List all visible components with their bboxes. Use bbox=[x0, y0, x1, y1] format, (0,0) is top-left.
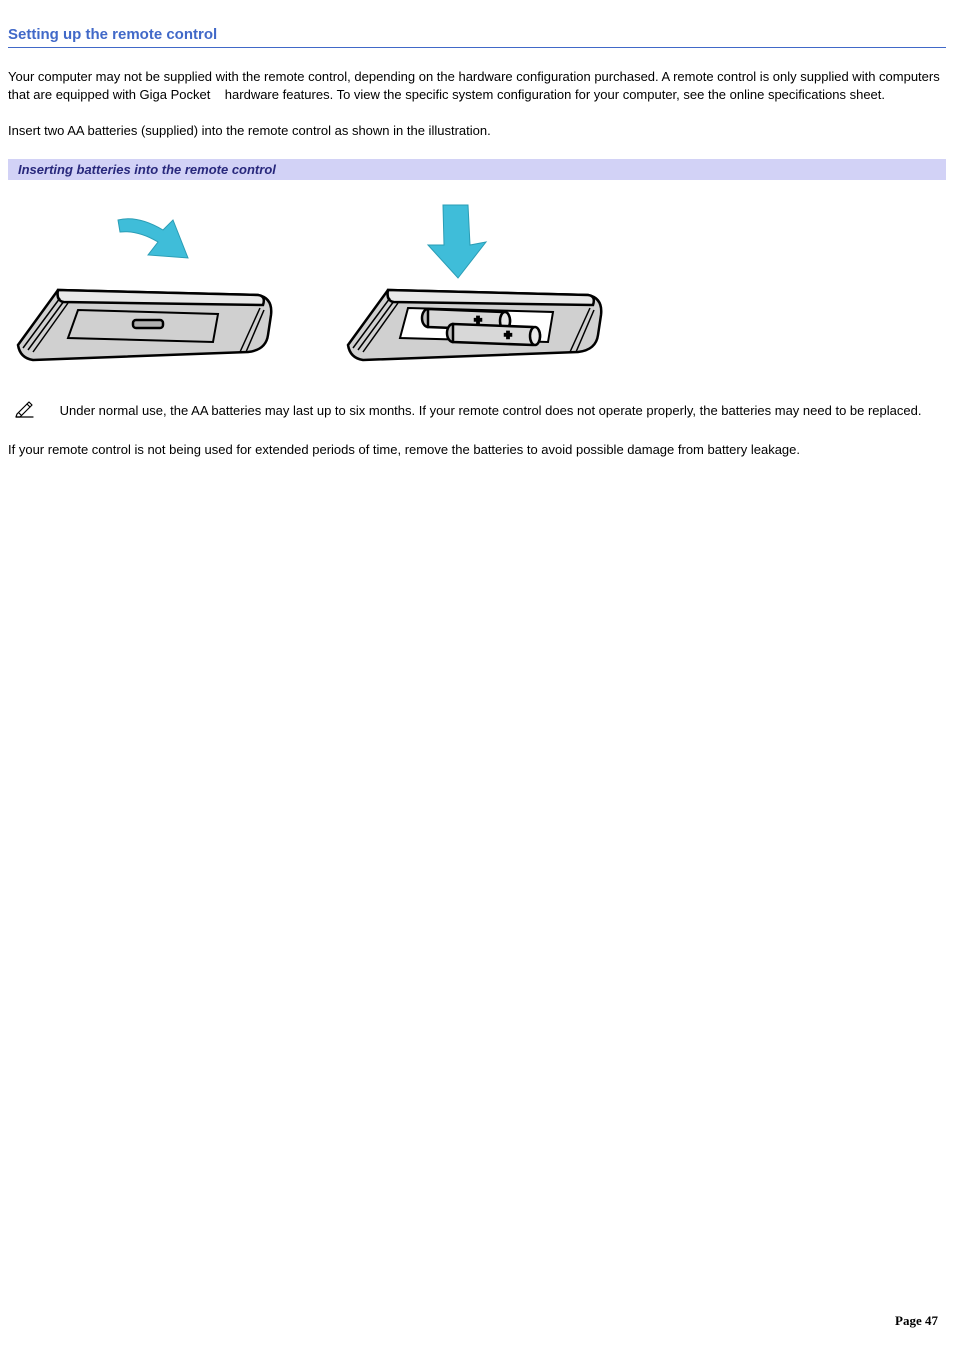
illustration-container: + + bbox=[8, 180, 946, 400]
svg-text:+: + bbox=[504, 328, 511, 342]
page-footer: Page 47 bbox=[895, 1313, 938, 1329]
remote-illustration-closed bbox=[8, 190, 278, 370]
note-icon bbox=[14, 400, 36, 423]
note-paragraph-2: If your remote control is not being used… bbox=[8, 441, 946, 459]
page-title: Setting up the remote control bbox=[8, 26, 946, 48]
instruction-paragraph: Insert two AA batteries (supplied) into … bbox=[8, 122, 946, 140]
illustration-caption: Inserting batteries into the remote cont… bbox=[8, 159, 946, 180]
note-paragraph-1: Under normal use, the AA batteries may l… bbox=[8, 400, 946, 423]
remote-illustration-open: + + bbox=[338, 190, 608, 370]
note-text-1: Under normal use, the AA batteries may l… bbox=[60, 403, 922, 418]
intro-paragraph: Your computer may not be supplied with t… bbox=[8, 68, 946, 104]
